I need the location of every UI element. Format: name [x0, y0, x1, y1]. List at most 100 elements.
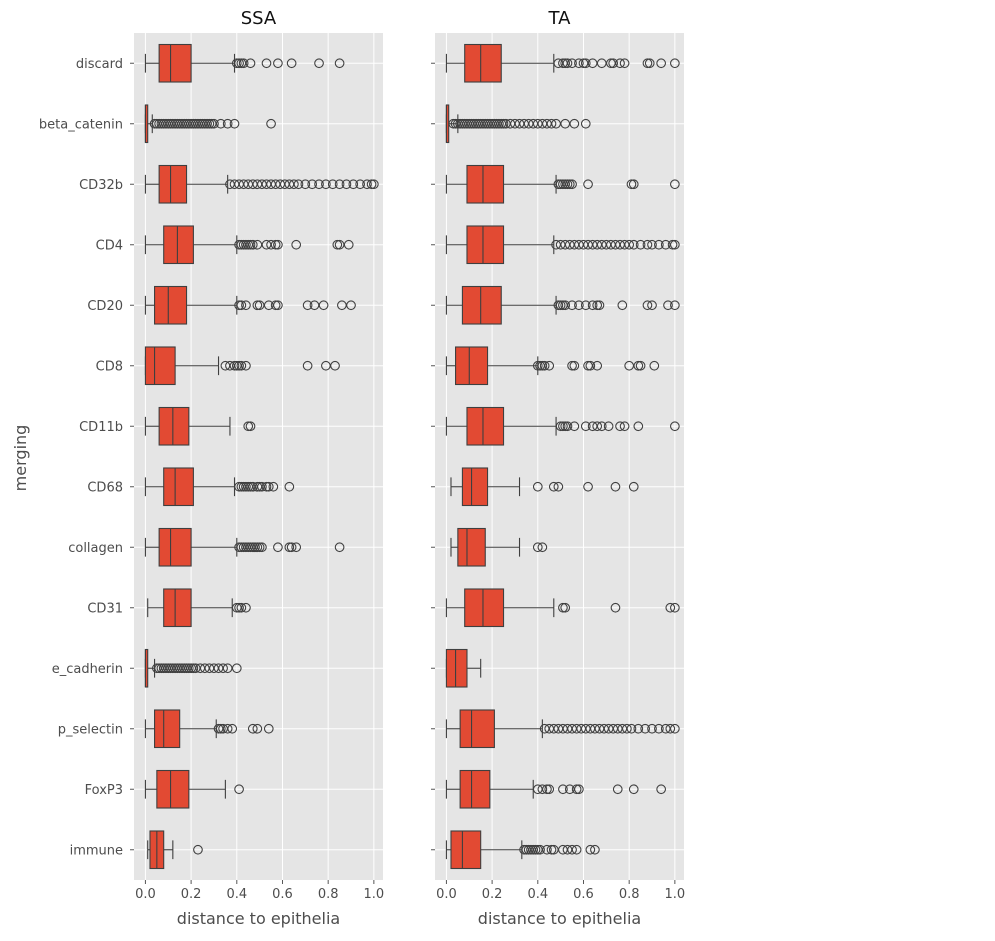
outlier-point — [608, 58, 619, 69]
outlier-point — [546, 118, 557, 129]
outlier-point — [569, 360, 580, 371]
outlier-point — [649, 360, 660, 371]
outlier-point — [535, 844, 545, 855]
outlier-point — [532, 481, 543, 492]
outlier-point — [647, 723, 657, 734]
box-discard — [144, 43, 345, 83]
box-immune — [147, 830, 203, 870]
box-collagen — [450, 527, 548, 567]
iqr-box — [459, 709, 495, 749]
iqr-box — [158, 527, 192, 567]
outlier-point — [583, 179, 593, 190]
box-CD8 — [445, 346, 660, 386]
outlier-point — [567, 300, 577, 311]
outlier-point — [560, 179, 571, 190]
iqr-box — [163, 467, 194, 507]
outlier-point — [670, 58, 680, 69]
outlier-point — [254, 542, 265, 553]
iqr-box — [457, 527, 486, 567]
box-CD4 — [144, 225, 354, 265]
outlier-point — [585, 844, 596, 855]
box-CD31 — [445, 588, 680, 628]
outlier-point — [654, 239, 664, 250]
panel-title: TA — [548, 8, 572, 29]
x-tick-label: 0.0 — [436, 887, 457, 902]
iqr-box — [466, 406, 505, 446]
outlier-point — [273, 58, 283, 69]
outlier-point — [635, 360, 646, 371]
box-FoxP3 — [445, 769, 667, 809]
box-CD32b — [445, 164, 680, 204]
outlier-point — [544, 784, 555, 795]
outlier-point — [542, 784, 552, 795]
outlier-point — [293, 179, 304, 190]
outlier-point — [633, 360, 644, 371]
iqr-box — [455, 346, 489, 386]
outlier-point — [348, 179, 359, 190]
outlier-point — [366, 179, 377, 190]
outlier-point — [642, 300, 653, 311]
outlier-point — [574, 58, 584, 69]
y-tick-label: CD32b — [79, 178, 123, 193]
x-tick-label: 0.4 — [226, 887, 247, 902]
outlier-point — [188, 663, 199, 674]
outlier-point — [268, 481, 279, 492]
box-beta_catenin — [445, 104, 591, 144]
outlier-point — [343, 239, 354, 250]
outlier-point — [257, 481, 267, 492]
outlier-point — [261, 58, 272, 69]
box-CD68 — [144, 467, 295, 507]
iqr-box — [466, 225, 505, 265]
outlier-point — [580, 300, 591, 311]
outlier-point — [330, 360, 340, 371]
outlier-point — [234, 602, 244, 613]
outlier-point — [250, 542, 260, 553]
outlier-point — [539, 360, 550, 371]
x-axis-label: distance to epithelia — [478, 909, 641, 928]
outlier-point — [318, 300, 329, 311]
outlier-point — [628, 239, 639, 250]
outlier-point — [355, 179, 366, 190]
outlier-point — [222, 118, 233, 129]
outlier-point — [284, 481, 295, 492]
outlier-point — [252, 542, 263, 553]
outlier-point — [247, 723, 258, 734]
outlier-point — [596, 421, 607, 432]
outlier-point — [234, 58, 244, 69]
outlier-point — [215, 118, 226, 129]
outlier-point — [362, 179, 372, 190]
box-immune — [445, 830, 600, 870]
outlier-point — [560, 58, 571, 69]
outlier-point — [546, 844, 557, 855]
box-CD8 — [144, 346, 340, 386]
y-axis-label: merging — [11, 425, 30, 492]
outlier-point — [665, 723, 676, 734]
y-tick-label: e_cadherin — [52, 662, 123, 677]
outlier-point — [628, 784, 639, 795]
outlier-point — [644, 58, 655, 69]
y-tick-label: CD4 — [96, 238, 123, 253]
outlier-point — [640, 723, 651, 734]
outlier-point — [530, 844, 541, 855]
outlier-point — [222, 723, 233, 734]
outlier-point — [266, 239, 276, 250]
outlier-point — [321, 179, 331, 190]
outlier-point — [585, 360, 596, 371]
outlier-point — [583, 481, 593, 492]
iqr-box — [461, 285, 502, 325]
box-CD68 — [450, 467, 639, 507]
outlier-point — [314, 179, 324, 190]
box-collagen — [144, 527, 345, 567]
y-tick-label: CD20 — [87, 299, 123, 314]
outlier-point — [663, 300, 673, 311]
outlier-point — [263, 723, 274, 734]
outlier-point — [532, 360, 543, 371]
outlier-point — [238, 58, 249, 69]
outlier-point — [610, 602, 621, 613]
iqr-box — [461, 467, 489, 507]
outlier-point — [633, 421, 644, 432]
y-tick-label: CD8 — [96, 359, 123, 374]
outlier-point — [266, 118, 276, 129]
